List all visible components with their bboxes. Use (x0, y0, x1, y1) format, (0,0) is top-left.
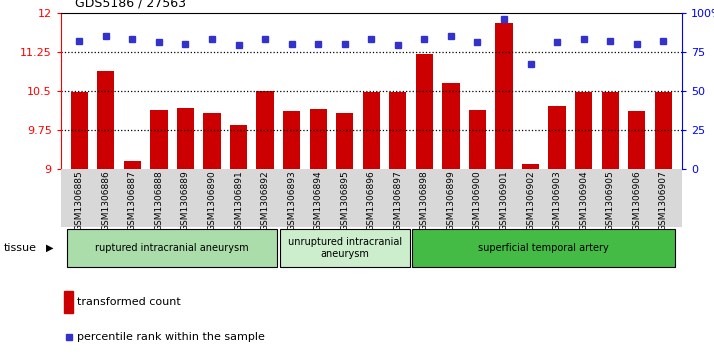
FancyBboxPatch shape (413, 229, 675, 266)
Text: GSM1306897: GSM1306897 (393, 171, 402, 231)
Text: tissue: tissue (4, 243, 36, 253)
Text: GSM1306892: GSM1306892 (261, 171, 270, 231)
Bar (548, 106, 565, 169)
Bar (230, 125, 247, 169)
Text: GSM1306902: GSM1306902 (526, 171, 535, 231)
Bar (310, 110, 327, 169)
Bar (64, 291, 74, 313)
Bar (522, 164, 539, 169)
Text: GSM1306896: GSM1306896 (367, 171, 376, 231)
Text: superficial temporal artery: superficial temporal artery (478, 243, 609, 253)
Text: GSM1306903: GSM1306903 (553, 171, 562, 231)
Text: GSM1306899: GSM1306899 (446, 171, 456, 231)
Text: unruptured intracranial
aneurysm: unruptured intracranial aneurysm (288, 237, 402, 258)
FancyBboxPatch shape (280, 229, 410, 266)
Text: GSM1306900: GSM1306900 (473, 171, 482, 231)
Text: GSM1306887: GSM1306887 (128, 171, 137, 231)
Bar (416, 54, 433, 169)
Bar (336, 113, 353, 169)
Bar (602, 92, 619, 169)
Text: GSM1306888: GSM1306888 (154, 171, 164, 231)
Text: GSM1306889: GSM1306889 (181, 171, 190, 231)
Bar (283, 110, 301, 169)
Bar (97, 72, 114, 169)
Text: percentile rank within the sample: percentile rank within the sample (77, 332, 265, 342)
Text: GSM1306904: GSM1306904 (579, 171, 588, 231)
FancyBboxPatch shape (67, 229, 277, 266)
Text: GDS5186 / 27563: GDS5186 / 27563 (75, 0, 186, 9)
Text: transformed count: transformed count (77, 297, 181, 307)
Bar (203, 113, 221, 169)
Bar (124, 161, 141, 169)
Bar (150, 110, 168, 169)
Text: GSM1306901: GSM1306901 (500, 171, 508, 231)
Bar (389, 92, 406, 169)
Bar (256, 91, 273, 169)
Text: GSM1306907: GSM1306907 (659, 171, 668, 231)
Bar (655, 92, 672, 169)
Text: GSM1306905: GSM1306905 (605, 171, 615, 231)
Text: GSM1306885: GSM1306885 (75, 171, 84, 231)
Text: GSM1306898: GSM1306898 (420, 171, 429, 231)
Text: GSM1306891: GSM1306891 (234, 171, 243, 231)
Bar (496, 23, 513, 169)
Text: ruptured intracranial aneurysm: ruptured intracranial aneurysm (96, 243, 249, 253)
Bar (442, 83, 460, 169)
Bar (363, 92, 380, 169)
Text: GSM1306886: GSM1306886 (101, 171, 111, 231)
Bar (469, 110, 486, 169)
Text: GSM1306893: GSM1306893 (287, 171, 296, 231)
Bar (575, 92, 593, 169)
Bar (71, 92, 88, 169)
Text: GSM1306890: GSM1306890 (208, 171, 216, 231)
Bar (177, 108, 194, 169)
Text: GSM1306895: GSM1306895 (341, 171, 349, 231)
Text: GSM1306906: GSM1306906 (632, 171, 641, 231)
Bar (628, 110, 645, 169)
Text: ▶: ▶ (46, 243, 54, 253)
Text: GSM1306894: GSM1306894 (313, 171, 323, 231)
